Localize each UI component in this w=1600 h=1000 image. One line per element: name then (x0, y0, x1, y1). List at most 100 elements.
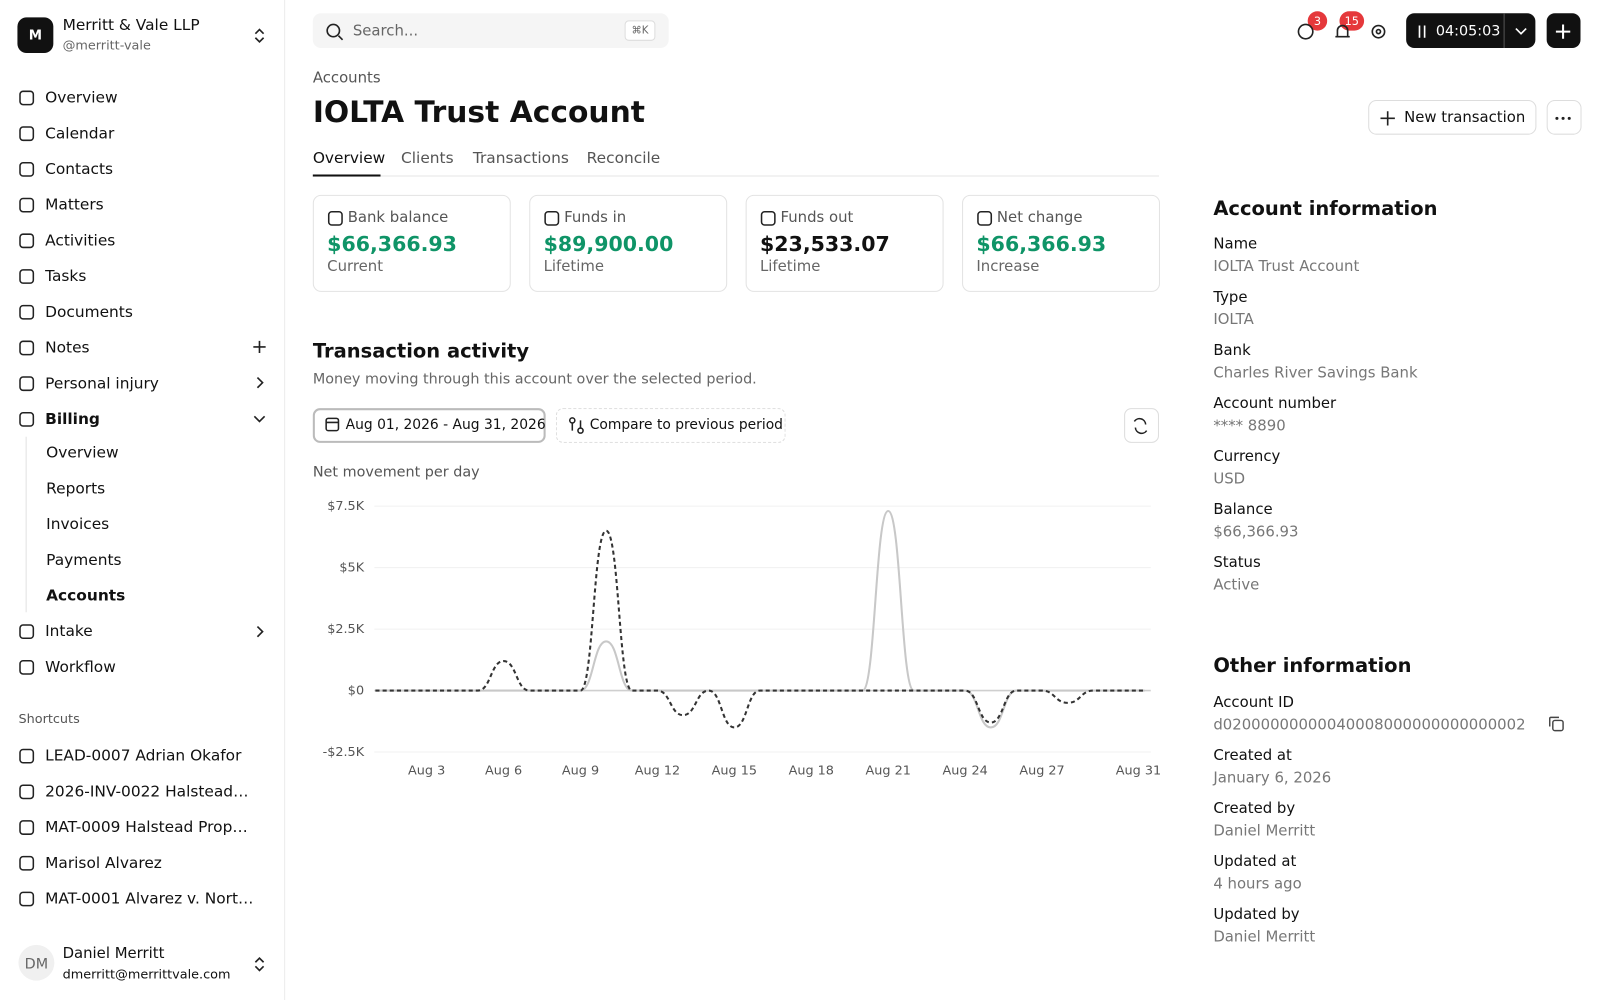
stat-icon (327, 210, 343, 226)
nav-item[interactable]: Personal injury (45, 373, 159, 393)
nav-item[interactable]: Notes (45, 338, 90, 357)
shortcut[interactable]: LEAD-0007 Adrian Okafor (45, 746, 242, 765)
nav-icon (19, 161, 35, 177)
expand[interactable] (251, 623, 267, 639)
tab[interactable]: Clients (401, 148, 454, 167)
date-range: Aug 01, 2026 - Aug 31, 2026 (345, 416, 546, 433)
bell-icon[interactable] (1335, 24, 1350, 38)
field-value: Daniel Merritt (1213, 823, 1316, 840)
user-menu[interactable] (251, 956, 267, 972)
org-handle: @merritt-vale (62, 37, 151, 53)
y-tick-label: $0 (348, 684, 364, 699)
nav-item[interactable]: Billing (45, 409, 100, 429)
badge-text: 15 (1344, 14, 1359, 29)
y-tick-label: $2.5K (327, 622, 365, 637)
collapse[interactable] (251, 410, 267, 426)
other-info-title: Other information (1213, 654, 1412, 678)
compare-label: Compare to previous period (589, 416, 783, 433)
nav-icon (19, 411, 35, 427)
add-note[interactable] (251, 339, 267, 355)
nav-item[interactable]: Tasks (45, 266, 87, 286)
user-name: Daniel Merritt (62, 945, 165, 962)
x-tick-label: Aug 21 (866, 764, 911, 779)
billing-item[interactable]: Invoices (46, 514, 110, 534)
stat-icon (760, 210, 776, 226)
shortcut-icon (19, 855, 35, 871)
nav-item[interactable]: Intake (45, 621, 93, 641)
shortcut[interactable]: Marisol Alvarez (45, 853, 162, 872)
nav-icon (19, 90, 35, 106)
divider (1503, 13, 1505, 48)
field-value: **** 8890 (1213, 418, 1286, 435)
activity-subtitle: Money moving through this account over t… (312, 371, 757, 388)
field-label: Name (1213, 236, 1258, 253)
field-value: USD (1213, 471, 1246, 488)
shortcut[interactable]: MAT-0001 Alvarez v. Nort… (45, 889, 254, 908)
shortcut-icon (19, 748, 35, 764)
tab[interactable]: Overview (312, 148, 386, 167)
x-tick-label: Aug 24 (942, 764, 987, 779)
timer[interactable] (1406, 13, 1536, 48)
field-value: $66,366.93 (1213, 524, 1299, 541)
billing-item[interactable]: Reports (46, 479, 106, 498)
nav-item[interactable]: Overview (45, 88, 118, 107)
refresh-button[interactable] (1124, 408, 1159, 443)
shortcut[interactable]: 2026-INV-0022 Halstead… (45, 782, 249, 801)
stat-label: Funds in (564, 209, 627, 227)
stat-card (529, 194, 728, 292)
stat-value: $89,900.00 (543, 231, 674, 257)
field-value: January 6, 2026 (1213, 770, 1332, 787)
tab[interactable]: Transactions (472, 148, 569, 167)
tab[interactable]: Reconcile (586, 148, 661, 167)
nav-item[interactable]: Documents (45, 302, 133, 321)
user-avatar[interactable] (18, 944, 55, 981)
tabs-border (312, 175, 1159, 177)
nav-icon (19, 376, 35, 392)
nav-item[interactable]: Activities (45, 231, 116, 250)
copy-icon[interactable] (1547, 714, 1568, 734)
shortcut-icon (19, 891, 35, 907)
nav-item[interactable]: Calendar (45, 123, 115, 143)
stat-value: $66,366.93 (327, 231, 457, 257)
shortcut-icon (19, 820, 35, 835)
shortcut-key (624, 20, 656, 41)
stat-sub: Lifetime (543, 258, 605, 276)
account-info-title: Account information (1213, 197, 1438, 220)
x-tick-label: Aug 6 (485, 764, 522, 779)
search-box[interactable] (312, 13, 669, 48)
nav-item[interactable]: Workflow (45, 657, 116, 677)
settings-icon[interactable] (1371, 24, 1386, 39)
billing-item[interactable]: Accounts (46, 586, 126, 605)
shortcut[interactable]: MAT-0009 Halstead Prop… (45, 817, 248, 837)
x-tick-label: Aug 3 (408, 764, 445, 779)
field-label: Updated by (1213, 906, 1300, 924)
more-button[interactable] (1546, 100, 1582, 135)
breadcrumb[interactable]: Accounts (312, 70, 381, 87)
nav-icon (19, 197, 35, 213)
y-tick-label: $5K (339, 561, 364, 576)
stat-card (745, 194, 944, 292)
shortcuts-title: Shortcuts (18, 710, 80, 727)
nav-item[interactable]: Contacts (45, 159, 114, 179)
new-transaction-label: New transaction (1404, 109, 1526, 127)
nav-item[interactable]: Matters (45, 195, 104, 214)
new-transaction-button[interactable] (1368, 100, 1537, 135)
stat-label: Bank balance (347, 209, 449, 227)
shortcut-label: ⌘K (631, 25, 649, 37)
nav-icon (19, 340, 35, 356)
compare-button[interactable] (555, 408, 786, 443)
org-switch[interactable] (251, 28, 267, 44)
billing-item[interactable]: Payments (46, 550, 122, 569)
expand[interactable] (251, 374, 267, 390)
billing-item[interactable]: Overview (46, 443, 119, 462)
timer-text: 04:05:03 (1435, 23, 1501, 40)
nav-icon (19, 624, 35, 640)
search-placeholder: Search... (352, 23, 419, 40)
org-avatar[interactable] (17, 17, 54, 54)
stat-sub: Lifetime (759, 258, 821, 276)
messages-icon[interactable] (1297, 23, 1314, 40)
x-tick-label: Aug 27 (1019, 764, 1064, 779)
user-initials: DM (24, 956, 49, 973)
date-range-button[interactable] (312, 408, 546, 443)
field-label: Balance (1213, 501, 1273, 519)
